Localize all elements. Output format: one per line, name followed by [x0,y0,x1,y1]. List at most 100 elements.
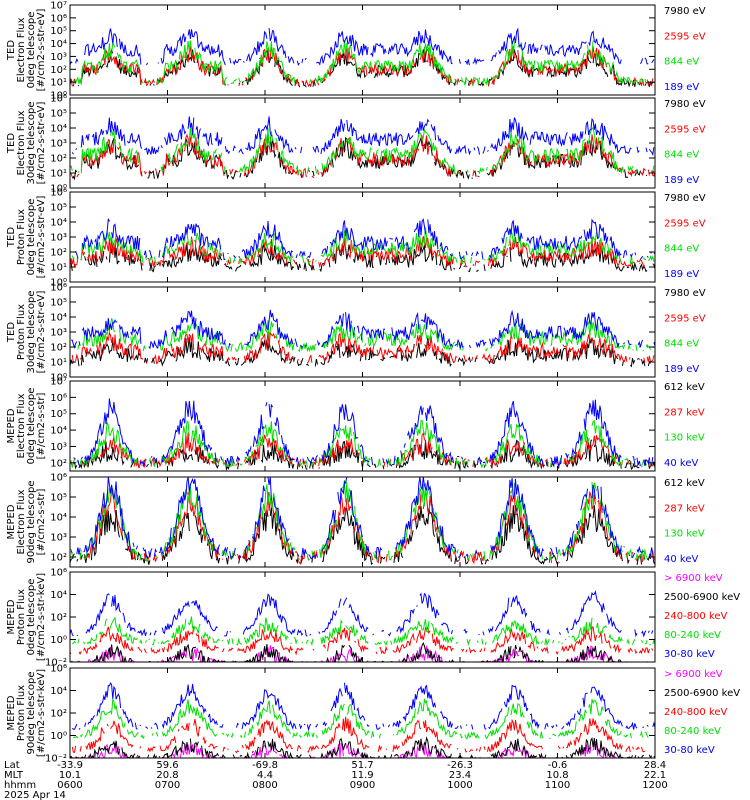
panel-7: 10⁻² 10⁰ 10² 10⁴ 10⁶ MEPED Proton Flux 0deg tel… [6,568,740,669]
y-axis-label: TED [6,322,17,343]
legend-entry: 30-80 keV [664,649,715,660]
legend-entry: 189 eV [664,364,699,375]
date-label: 2025 Apr 14 [4,790,66,800]
panel-5: 10² 10³ 10⁴ 10⁵ 10⁶ 10⁷ MEPED Electron Flux 0deg… [6,377,705,472]
y-tick-label: 10¹ [50,169,67,180]
y-axis-label: [#/cm2-s-str-eV] [36,102,47,185]
legend-entry: 80-240 keV [664,726,721,737]
panel-3: 10⁰ 10¹ 10² 10³ 10⁴ 10⁵ 10⁶ TED Proton Flux 0deg … [6,188,706,289]
y-axis-label: 0deg telescope [26,579,37,656]
legend-entry: 7980 eV [664,6,706,17]
y-tick-label: 10³ [50,52,67,63]
footer-value: -33.9 [57,760,83,771]
y-tick-label: 10⁶ [50,568,67,579]
legend-entry: 7980 eV [664,99,706,110]
footer-value: 1000 [447,780,472,791]
footer-value: 59.6 [156,760,178,771]
legend-entry: 287 keV [664,503,705,514]
footer-value: 1100 [545,780,570,791]
series-trace-1-4 [70,27,655,67]
y-tick-label: 10⁴ [50,426,67,437]
y-axis-label: TED [6,40,17,61]
y-tick-label: 10⁰ [50,91,67,102]
panel-2: 10⁰ 10¹ 10² 10³ 10⁴ 10⁵ 10⁶ TED Electron Flux 30d… [6,94,706,195]
y-tick-label: 10⁵ [50,298,67,309]
y-axis-label: [#/cm2-s-str-eV] [36,9,47,92]
legend-entry: 844 eV [664,244,699,255]
y-axis-label: Electron Flux [16,489,27,554]
footer-value: 28.4 [644,760,666,771]
legend-entry: 189 eV [664,175,699,186]
y-axis-label: Electron Flux [16,393,27,458]
y-tick-label: 10² [50,248,67,259]
legend-entry: 2595 eV [664,313,706,324]
footer-value: -0.6 [548,760,568,771]
footer-value: 23.4 [449,770,471,781]
y-tick-label: 10⁴ [50,39,67,50]
y-tick-label: 10³ [50,139,67,150]
y-tick-label: 10⁶ [50,188,67,199]
legend-entry: 2595 eV [664,218,706,229]
legend-entry: 844 eV [664,57,699,68]
footer-value: 1200 [642,780,667,791]
legend-entry: 844 eV [664,339,699,350]
y-tick-label: 10² [50,553,67,564]
y-tick-label: 10⁴ [50,513,67,524]
y-tick-label: 10⁰ [50,184,67,195]
y-axis-label: 90deg telescope [26,671,37,754]
legend-entry: 240-800 keV [664,707,728,718]
y-tick-label: 10⁴ [50,590,67,601]
y-tick-label: 10⁴ [50,686,67,697]
y-tick-label: 10⁶ [50,473,67,484]
y-tick-label: 10³ [50,328,67,339]
y-tick-label: 10⁵ [50,109,67,120]
footer-value: 0600 [57,780,82,791]
series-trace-6-3 [70,480,655,562]
series-trace-4-4 [71,309,655,350]
series-trace-2-4 [71,116,655,157]
y-tick-label: 10¹ [50,263,67,274]
y-axis-label: Proton Flux [16,589,27,645]
legend-entry: 40 keV [664,554,698,565]
legend-entry: 2595 eV [664,31,706,42]
footer-value: 10.1 [59,770,81,781]
footer-value: 20.8 [156,770,178,781]
y-axis-label: [#/cm2-s-str-keV] [36,573,47,661]
y-tick-label: 10² [50,458,67,469]
y-tick-label: 10³ [50,533,67,544]
legend-entry: 287 keV [664,407,705,418]
y-axis-label: Proton Flux [16,685,27,741]
footer-value: 0900 [350,780,375,791]
legend-entry: 130 keV [664,433,705,444]
y-tick-label: 10³ [50,233,67,244]
y-tick-label: 10⁶ [50,393,67,404]
legend-entry: 30-80 keV [664,745,715,756]
y-tick-label: 10³ [50,442,67,453]
y-axis-label: [#/cm2-s-str] [36,392,47,459]
y-tick-label: 10⁴ [50,313,67,324]
y-tick-label: 10⁻² [45,754,67,765]
y-axis-label: MEPED [6,599,17,634]
y-tick-label: 10⁰ [50,731,67,742]
y-tick-label: 10⁵ [50,26,67,37]
series-trace-7-5 [70,592,655,636]
y-axis-label: 0deg telescope [26,12,37,89]
y-axis-label: 30deg telescope [26,101,37,184]
y-tick-label: 10² [50,154,67,165]
series-trace-5-4 [73,399,655,467]
panel-frame [69,191,656,283]
series-trace-4-2 [71,330,655,365]
series-trace-6-1 [70,505,655,566]
y-axis-label: 0deg telescope [26,199,37,276]
y-axis-label: [#/cm2-s-str-eV] [36,196,47,279]
footer-value: 51.7 [351,760,373,771]
legend-entry: > 6900 keV [664,573,723,584]
y-tick-label: 10⁶ [50,13,67,24]
y-tick-label: 10⁴ [50,218,67,229]
legend-entry: > 6900 keV [664,669,723,680]
y-tick-label: 10² [50,613,67,624]
y-axis-label: TED [6,227,17,248]
